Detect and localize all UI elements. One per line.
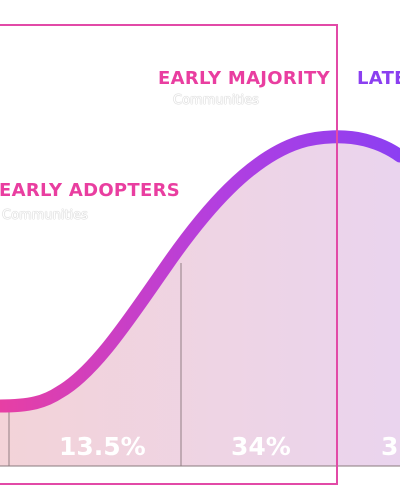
segment-percent-early-adopters: 13.5% <box>59 432 146 461</box>
segment-sublabel-early-majority: Communities <box>173 93 259 108</box>
segment-sublabel-early-adopters: Communities <box>2 208 88 223</box>
segment-label-early-majority: EARLY MAJORITY <box>158 68 330 89</box>
segment-label-early-adopters: EARLY ADOPTERS <box>0 180 180 201</box>
segment-percent-early-majority: 34% <box>231 432 291 461</box>
segment-label-late: LATE <box>357 68 400 89</box>
segment-percent-late: 3 <box>381 432 398 461</box>
